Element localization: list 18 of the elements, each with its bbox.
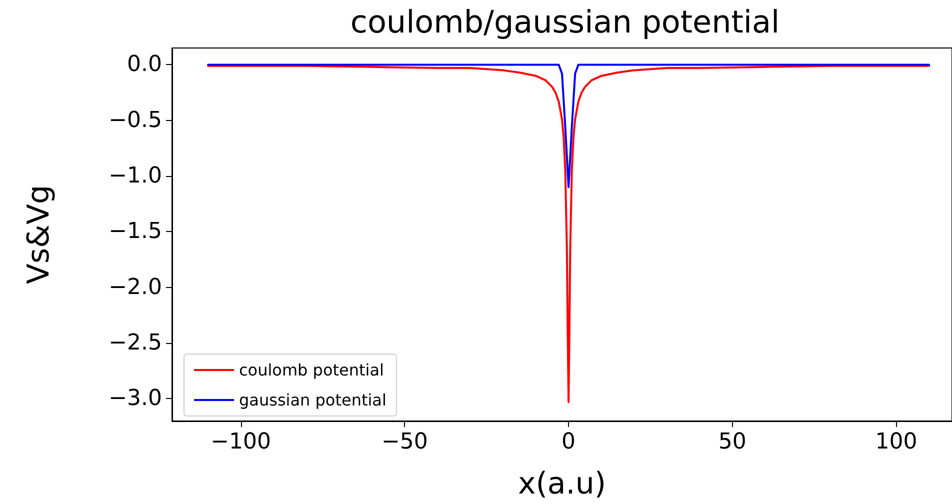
legend-label: coulomb potential bbox=[239, 360, 384, 380]
x-tick-label: 50 bbox=[718, 430, 746, 454]
y-tick-label: −3.0 bbox=[108, 386, 162, 412]
y-axis-title: Vs&Vg bbox=[22, 184, 56, 284]
y-tick-label: −0.5 bbox=[108, 108, 162, 133]
legend-label: gaussian potential bbox=[239, 390, 386, 410]
y-tick-label: −2.5 bbox=[108, 330, 162, 356]
x-tick-label: −50 bbox=[381, 430, 428, 454]
x-tick-label: 0 bbox=[562, 430, 576, 454]
line-series bbox=[207, 64, 930, 188]
x-tick-label: −100 bbox=[210, 430, 272, 454]
x-tick-label: 100 bbox=[875, 430, 918, 454]
y-tick-label: 0.0 bbox=[127, 52, 162, 78]
y-tick-label: −1.5 bbox=[108, 219, 162, 244]
y-tick-label: −2.0 bbox=[108, 274, 162, 300]
y-tick-label: −1.0 bbox=[108, 164, 162, 189]
chart-title: coulomb/gaussian potential bbox=[350, 4, 780, 40]
x-axis-title: x(a.u) bbox=[518, 466, 606, 502]
